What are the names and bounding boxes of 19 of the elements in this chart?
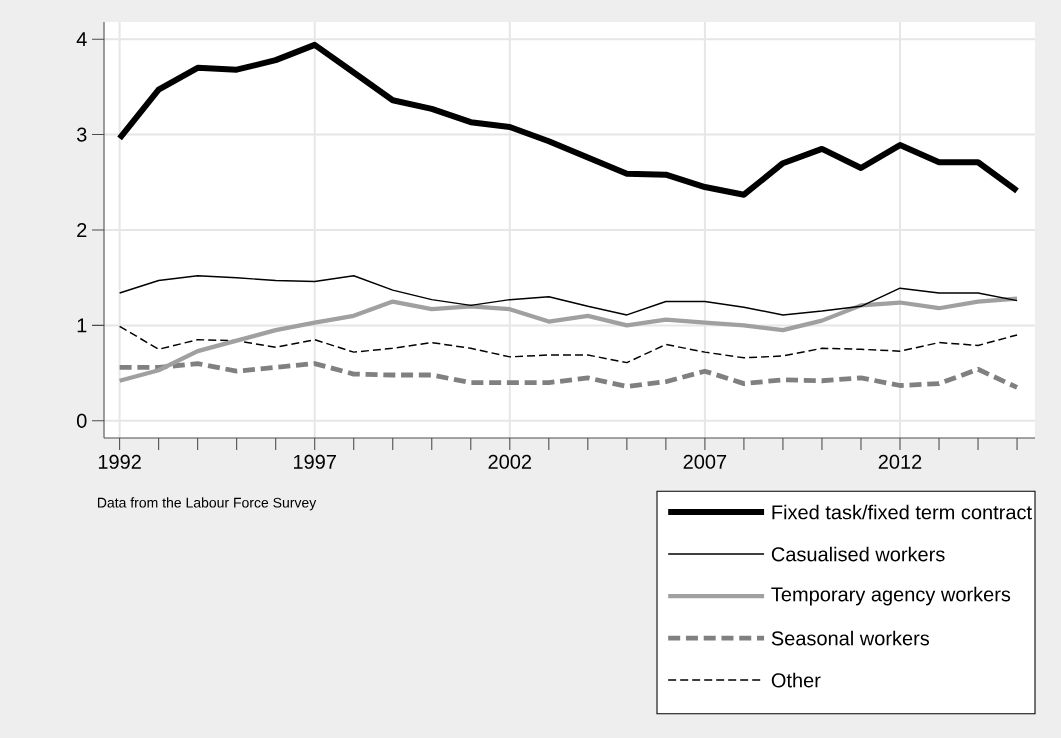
legend-label: Temporary agency workers [771,586,1011,606]
legend-label: Casualised workers [771,546,945,562]
y-tick-label: 3 [76,127,87,142]
x-tick-label: 1997 [293,454,336,469]
y-tick-label: 4 [76,32,87,47]
line-series [117,296,1020,383]
legend-label: Seasonal workers [771,630,930,646]
x-tick-label: 2002 [488,454,532,469]
line-series [118,325,1018,364]
x-tick-label: 2012 [878,454,922,469]
legend-label: Other [771,672,821,688]
legend-label: Fixed task/fixed term contract [772,504,1032,520]
x-tick-label: 1992 [98,454,141,469]
y-tick-label: 0 [76,413,87,428]
y-tick-label: 1 [77,318,87,333]
y-tick-label: 2 [77,223,87,237]
text: Data from the Labour Force Survey [97,497,317,511]
x-tick-label: 2007 [683,454,727,469]
line-series [118,275,1018,316]
